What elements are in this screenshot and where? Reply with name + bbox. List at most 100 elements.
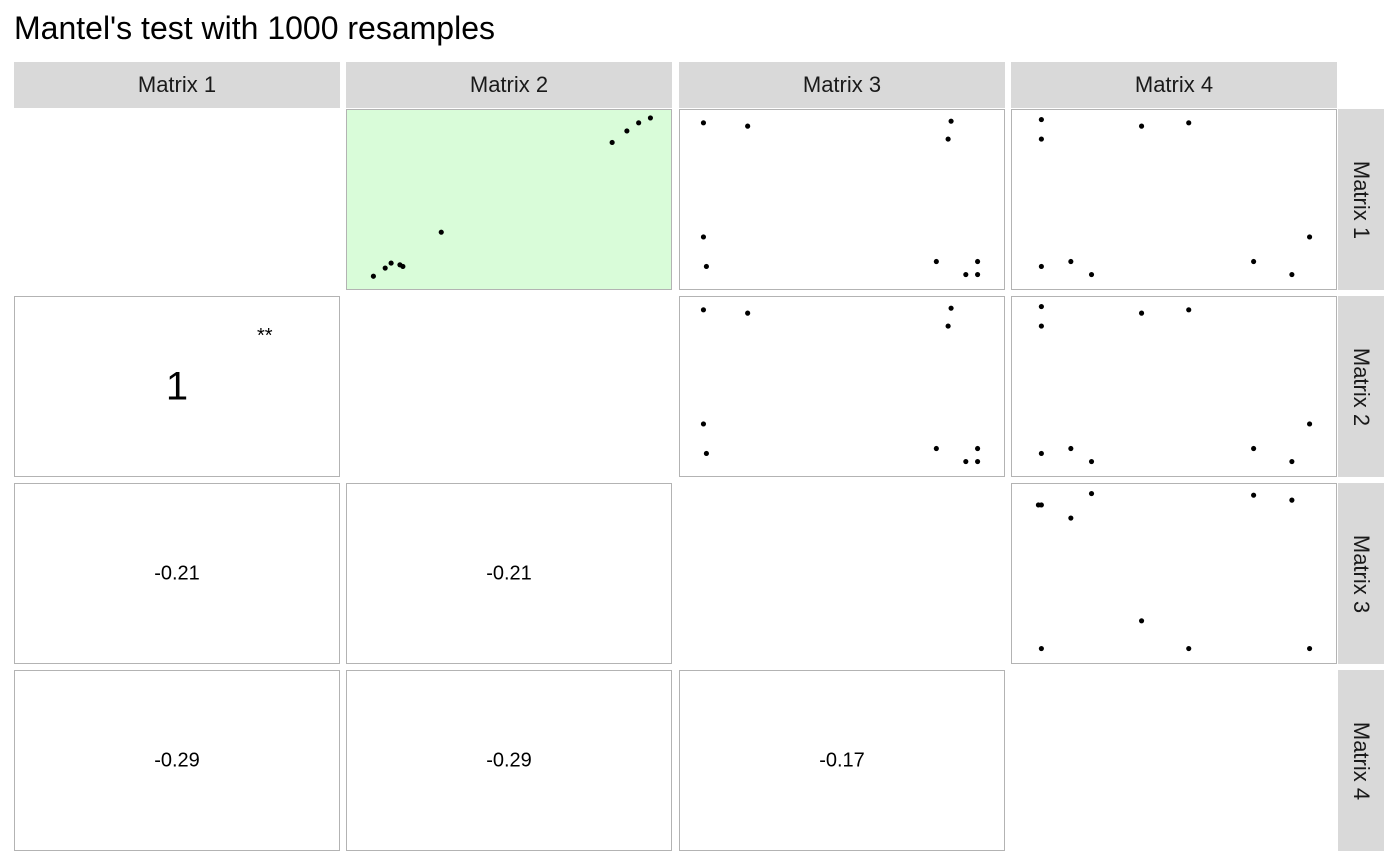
scatter-point — [948, 305, 954, 311]
scatter-point — [1088, 491, 1095, 497]
scatter-point — [1138, 310, 1145, 316]
scatter-point — [700, 421, 707, 427]
row-strip-matrix-4: Matrix 4 — [1338, 670, 1384, 851]
diagonal-panel-matrix-1 — [14, 109, 340, 290]
row-strip-matrix-2: Matrix 2 — [1338, 296, 1384, 477]
row-strip-matrix-1: Matrix 1 — [1338, 109, 1384, 290]
scatter-point — [397, 262, 403, 268]
chart-title: Mantel's test with 1000 resamples — [14, 10, 495, 46]
scatter-point — [1307, 234, 1313, 240]
scatter-point — [945, 136, 951, 142]
correlation-panel-m4-m3: -0.17 — [679, 670, 1005, 851]
correlation-panel-m2-m1: 1 ** — [14, 296, 340, 477]
scatter-point — [975, 458, 981, 465]
scatter-point — [1307, 421, 1313, 427]
scatter-point — [1307, 645, 1313, 652]
scatter-point — [700, 234, 707, 240]
scatter-point — [703, 263, 709, 270]
scatter-panel-m2-m4 — [1011, 296, 1337, 477]
scatter-plot — [370, 115, 653, 279]
scatter-point — [1088, 458, 1095, 465]
scatter-point — [1186, 307, 1192, 313]
row-strip-label: Matrix 1 — [1349, 160, 1374, 239]
scatter-point — [1038, 645, 1044, 652]
scatter-point — [963, 271, 969, 278]
scatter-panel-m1-m3 — [679, 109, 1005, 290]
scatter-panel-m1-m4 — [1011, 109, 1337, 290]
correlation-panel-m3-m1: -0.21 — [14, 483, 340, 664]
scatter-point — [370, 273, 376, 279]
scatter-point — [975, 258, 981, 265]
correlation-panel-m3-m2: -0.21 — [346, 483, 672, 664]
scatter-point — [1038, 323, 1044, 329]
col-strip-matrix-2: Matrix 2 — [346, 62, 672, 108]
diagonal-panel-matrix-2 — [346, 296, 672, 477]
significance-stars: ** — [257, 325, 273, 347]
scatter-point — [975, 271, 981, 278]
scatter-point — [945, 323, 951, 329]
scatter-point — [1251, 445, 1257, 452]
scatter-panel-m1-m2 — [346, 109, 672, 290]
scatter-point — [1038, 136, 1044, 142]
scatter-panel-m3-m4 — [1011, 483, 1337, 664]
scatter-point — [933, 258, 939, 265]
scatter-plot — [700, 305, 981, 465]
row-strip-label: Matrix 3 — [1349, 534, 1374, 613]
scatter-point — [700, 307, 707, 313]
scatter-point — [636, 120, 642, 126]
scatter-point — [1186, 120, 1192, 126]
scatter-point — [1289, 497, 1295, 503]
scatter-point — [745, 123, 751, 129]
correlation-panel-m4-m1: -0.29 — [14, 670, 340, 851]
scatter-panel-m2-m3 — [679, 296, 1005, 477]
scatter-point — [1289, 458, 1295, 465]
correlation-panel-m4-m2: -0.29 — [346, 670, 672, 851]
scatter-plot — [1038, 117, 1313, 278]
diagonal-panel-matrix-3 — [679, 483, 1005, 664]
scatter-point — [382, 265, 388, 271]
scatter-point — [703, 450, 709, 457]
correlation-value: 1 — [165, 364, 189, 408]
scatter-plot — [1038, 304, 1313, 465]
scatter-point — [1251, 492, 1257, 498]
scatter-point — [1038, 304, 1044, 310]
scatter-point — [647, 115, 653, 121]
diagonal-panel-matrix-4 — [1011, 670, 1337, 851]
scatter-point — [1186, 645, 1192, 652]
scatter-point — [1038, 450, 1044, 457]
scatter-point — [933, 445, 939, 452]
scatter-point — [609, 139, 615, 146]
scatter-point — [700, 120, 707, 126]
scatter-point — [948, 118, 954, 124]
correlation-value: -0.21 — [486, 562, 532, 584]
correlation-value: -0.29 — [154, 749, 200, 771]
col-strip-matrix-1: Matrix 1 — [14, 62, 340, 108]
correlation-value: -0.29 — [486, 749, 532, 771]
row-strip-label: Matrix 2 — [1349, 347, 1374, 426]
scatter-point — [1138, 123, 1145, 129]
scatter-point — [975, 445, 981, 452]
scatter-point — [1035, 502, 1041, 508]
correlation-value: -0.17 — [819, 749, 865, 771]
scatter-plot — [700, 118, 981, 278]
scatter-point — [1068, 445, 1074, 452]
scatter-point — [388, 260, 394, 266]
row-strip-matrix-3: Matrix 3 — [1338, 483, 1384, 664]
col-strip-matrix-4: Matrix 4 — [1011, 62, 1337, 108]
col-strip-matrix-3: Matrix 3 — [679, 62, 1005, 108]
scatter-point — [438, 229, 444, 235]
scatter-point — [1068, 258, 1074, 265]
scatter-point — [963, 458, 969, 465]
scatter-point — [1038, 263, 1044, 270]
correlation-value: -0.21 — [154, 562, 200, 584]
scatter-point — [1138, 618, 1145, 624]
scatter-point — [1038, 117, 1044, 123]
scatter-point — [1068, 515, 1074, 521]
scatter-point — [1289, 271, 1295, 278]
row-strip-label: Matrix 4 — [1349, 721, 1374, 800]
scatter-point — [745, 310, 751, 316]
scatter-plot — [1035, 491, 1313, 652]
scatter-point — [1251, 258, 1257, 265]
scatter-point — [1088, 271, 1095, 278]
scatter-point — [624, 128, 630, 134]
